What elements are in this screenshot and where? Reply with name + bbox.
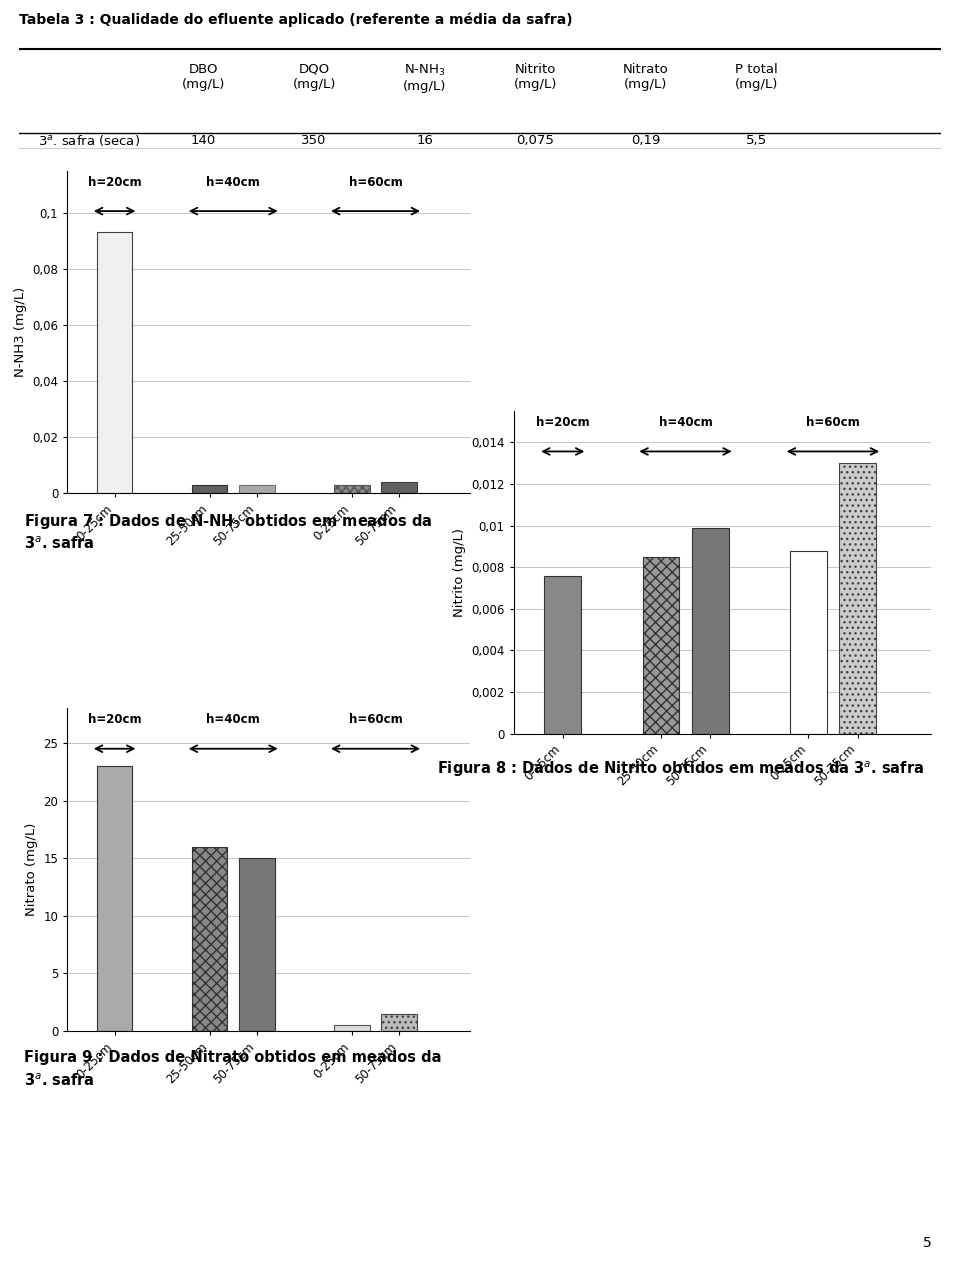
Y-axis label: Nitrito (mg/L): Nitrito (mg/L) — [452, 528, 466, 617]
Bar — [97, 767, 132, 1031]
Bar — [192, 846, 228, 1031]
Text: 5,5: 5,5 — [746, 134, 767, 148]
Bar — [334, 484, 370, 493]
Text: h=60cm: h=60cm — [806, 416, 860, 429]
Text: 3$^a$. safra (seca): 3$^a$. safra (seca) — [37, 133, 140, 148]
Text: Figura 8 : Dados de Nitrito obtidos em meados da 3$^a$. safra: Figura 8 : Dados de Nitrito obtidos em m… — [437, 759, 924, 778]
Text: h=60cm: h=60cm — [348, 176, 402, 188]
Text: Nitrito
(mg/L): Nitrito (mg/L) — [514, 63, 557, 91]
Text: h=20cm: h=20cm — [87, 176, 141, 188]
Bar — [642, 557, 680, 734]
Text: P total
(mg/L): P total (mg/L) — [734, 63, 779, 91]
Bar — [544, 576, 581, 734]
Bar — [239, 484, 275, 493]
Text: 350: 350 — [301, 134, 326, 148]
Text: 16: 16 — [417, 134, 433, 148]
Text: h=20cm: h=20cm — [87, 713, 141, 726]
Y-axis label: Nitrato (mg/L): Nitrato (mg/L) — [25, 824, 37, 916]
Bar — [381, 1013, 417, 1031]
Text: DQO
(mg/L): DQO (mg/L) — [293, 63, 336, 91]
Bar — [334, 1025, 370, 1031]
Text: h=60cm: h=60cm — [348, 713, 402, 726]
Text: Nitrato
(mg/L): Nitrato (mg/L) — [623, 63, 669, 91]
Y-axis label: N-NH3 (mg/L): N-NH3 (mg/L) — [13, 287, 27, 377]
Text: N-NH$_3$
(mg/L): N-NH$_3$ (mg/L) — [403, 63, 446, 94]
Bar — [97, 233, 132, 493]
Text: 3$^a$. safra: 3$^a$. safra — [24, 1073, 95, 1089]
Text: 0,075: 0,075 — [516, 134, 554, 148]
Text: Figura 9 : Dados de Nitrato obtidos em meados da: Figura 9 : Dados de Nitrato obtidos em m… — [24, 1050, 442, 1065]
Text: h=40cm: h=40cm — [659, 416, 712, 429]
Text: 0,19: 0,19 — [632, 134, 660, 148]
Text: h=40cm: h=40cm — [206, 176, 260, 188]
Bar — [239, 858, 275, 1031]
Text: DBO
(mg/L): DBO (mg/L) — [181, 63, 226, 91]
Bar — [192, 484, 228, 493]
Bar — [381, 482, 417, 493]
Text: 3$^a$. safra: 3$^a$. safra — [24, 535, 95, 552]
Text: 5: 5 — [923, 1236, 931, 1250]
Bar — [790, 550, 827, 734]
Bar — [692, 528, 729, 734]
Text: Tabela 3 : Qualidade do efluente aplicado (referente a média da safra): Tabela 3 : Qualidade do efluente aplicad… — [19, 13, 573, 28]
Text: Figura 7 : Dados de N-NH$_3$ obtidos em meados da: Figura 7 : Dados de N-NH$_3$ obtidos em … — [24, 512, 432, 531]
Text: h=40cm: h=40cm — [206, 713, 260, 726]
Text: 140: 140 — [191, 134, 216, 148]
Bar — [839, 463, 876, 734]
Text: h=20cm: h=20cm — [536, 416, 589, 429]
